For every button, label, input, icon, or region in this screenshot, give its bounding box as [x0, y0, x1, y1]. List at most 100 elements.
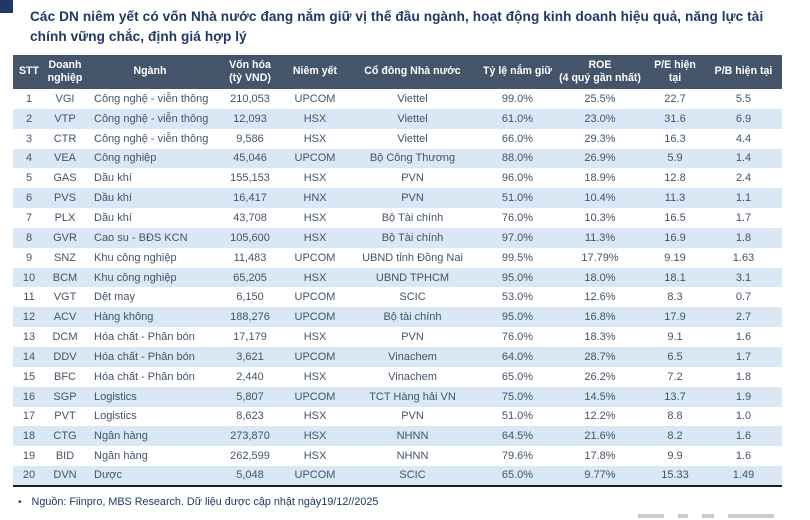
cell-ticker: BFC	[54, 370, 76, 383]
cell-state-shareholder: Viettel	[397, 112, 428, 125]
cell-roe: 10.4%	[584, 192, 616, 205]
cell-pb: 3.1	[735, 271, 752, 284]
cell-state-shareholder: PVN	[401, 172, 424, 185]
cell-exchange: UPCOM	[294, 311, 336, 324]
cell-state-shareholder: Bộ Tài chính	[381, 211, 444, 224]
column-header-roe: ROE (4 quý gần nhất)	[555, 55, 645, 89]
cell-roe: 9.77%	[555, 466, 645, 487]
cell-stt: 2	[25, 112, 33, 125]
cell-industry: Dầu khí	[94, 172, 132, 185]
cell-pe: 11.3	[664, 192, 686, 205]
cell-ticker: CTR	[53, 132, 77, 145]
bullet-icon: •	[18, 497, 22, 508]
cell-ticker: GAS	[53, 172, 77, 185]
cell-industry: Logistics	[94, 390, 137, 403]
cell-exchange: HSX	[303, 112, 327, 125]
cell-market-cap: 8,623	[236, 410, 264, 423]
cell-roe: 18.9%	[584, 172, 616, 185]
cell-ownership: 65.0%	[501, 370, 534, 383]
table-row: 18 CTG Ngân hàng 273,870 HSX NHNN 64.5% 21.6% 8.…	[13, 426, 782, 447]
cell-ownership: 51.0%	[501, 192, 534, 205]
cell-ticker: BID	[55, 450, 75, 463]
cell-market-cap: 262,599	[230, 450, 270, 463]
cell-state-shareholder: Vinachem	[388, 370, 437, 383]
cell-stt: 11	[23, 291, 35, 304]
column-header-exchange: Niêm yết	[285, 55, 345, 89]
cell-industry: Hóa chất - Phân bón	[94, 350, 195, 363]
cell-pe: 6.5	[667, 350, 683, 363]
cell-ownership: 65.0%	[480, 466, 555, 487]
cell-stt: 6	[25, 192, 33, 205]
cell-industry: Công nghiệp	[94, 152, 157, 165]
cell-exchange: UPCOM	[294, 350, 336, 363]
cell-industry: Hóa chất - Phân bón	[94, 331, 195, 344]
cell-pb: 1.0	[735, 410, 752, 423]
cell-pe: 8.3	[667, 291, 683, 304]
cell-state-shareholder: UBND tỉnh Đồng Nai	[362, 251, 463, 264]
cell-state-shareholder: UBND TPHCM	[375, 271, 450, 284]
cell-ticker: ACV	[53, 311, 77, 324]
cell-ticker: VTP	[54, 112, 76, 125]
cell-state-shareholder: Bộ Công Thương	[369, 152, 456, 165]
cell-stt: 20	[13, 466, 45, 487]
table-row: 12 ACV Hàng không 188,276 UPCOM Bộ tài chính 9…	[13, 307, 782, 328]
cell-pb: 1.63	[732, 251, 755, 264]
table-row: 2 VTP Công nghệ - viễn thông 12,093 HSX Viett…	[13, 108, 782, 129]
cell-pe: 8.2	[667, 430, 683, 443]
cell-ticker: DVN	[45, 466, 85, 487]
cell-stt: 1	[25, 92, 33, 105]
cell-stt: 14	[22, 350, 36, 363]
cell-ownership: 79.6%	[501, 450, 534, 463]
cell-market-cap: 273,870	[230, 430, 270, 443]
table-row: 8 GVR Cao su - BĐS KCN 105,600 HSX Bộ Tài chí…	[13, 227, 782, 248]
cell-stt: 4	[25, 152, 33, 165]
cell-roe: 18.0%	[584, 271, 616, 284]
cell-market-cap: 188,276	[230, 311, 270, 324]
cell-ticker: SGP	[53, 390, 77, 403]
cell-pb: 5.5	[735, 92, 752, 105]
source-note-text: Nguồn: Fiinpro, MBS Research. Dữ liệu đư…	[31, 496, 379, 508]
cell-industry: Công nghệ - viễn thông	[94, 132, 209, 145]
source-note: • Nguồn: Fiinpro, MBS Research. Dữ liệu …	[18, 496, 378, 508]
cell-state-shareholder: SCIC	[399, 291, 426, 304]
cell-industry: Công nghệ - viễn thông	[94, 92, 209, 105]
cell-exchange: HSX	[303, 430, 327, 443]
table-row: 11 VGT Dệt may 6,150 UPCOM SCIC 53.0% 12.6% 8.3 0…	[13, 287, 782, 308]
cell-exchange: UPCOM	[294, 291, 336, 304]
cell-roe: 28.7%	[584, 350, 616, 363]
cell-market-cap: 9,586	[236, 132, 264, 145]
cell-ticker: SNZ	[54, 251, 76, 264]
cell-pe: 13.7	[664, 390, 686, 403]
cell-ownership: 99.0%	[501, 92, 534, 105]
cell-stt: 9	[25, 251, 33, 264]
column-header-industry: Ngành	[85, 55, 215, 89]
cell-roe: 16.8%	[584, 311, 616, 324]
cell-state-shareholder: PVN	[401, 192, 424, 205]
cell-state-shareholder: PVN	[401, 410, 424, 423]
cell-exchange: UPCOM	[294, 251, 336, 264]
cell-ownership: 61.0%	[501, 112, 534, 125]
cell-pe: 22.7	[664, 92, 686, 105]
cell-ticker: VGI	[55, 92, 75, 105]
cell-market-cap: 5,807	[236, 390, 264, 403]
cell-ownership: 99.5%	[501, 251, 534, 264]
state-owned-companies-table: STT Doanh nghiệp Ngành Vốn hóa (tỷ VND) …	[13, 55, 782, 487]
table-row: 15 BFC Hóa chất - Phân bón 2,440 HSX Vinachem…	[13, 366, 782, 387]
cell-ownership: 76.0%	[501, 331, 534, 344]
cell-exchange: HSX	[303, 450, 327, 463]
table-row: 5 GAS Dầu khí 155,153 HSX PVN 96.0% 18.9% 12.8 2.…	[13, 168, 782, 189]
table-row: 16 SGP Logistics 5,807 UPCOM TCT Hàng hải VN 7…	[13, 386, 782, 407]
cell-state-shareholder: NHNN	[396, 450, 429, 463]
cell-market-cap: 2,440	[236, 370, 264, 383]
cell-stt: 12	[22, 311, 36, 324]
cell-ownership: 96.0%	[501, 172, 534, 185]
clipped-text-artifact	[638, 514, 790, 520]
cell-pb: 0.7	[735, 291, 752, 304]
cell-stt: 16	[22, 390, 36, 403]
cell-market-cap: 16,417	[233, 192, 267, 205]
cell-roe: 17.79%	[581, 251, 619, 264]
cell-exchange: HSX	[303, 410, 327, 423]
cell-state-shareholder: PVN	[401, 331, 424, 344]
cell-ownership: 75.0%	[501, 390, 534, 403]
cell-industry: Hóa chất - Phân bón	[94, 370, 195, 383]
